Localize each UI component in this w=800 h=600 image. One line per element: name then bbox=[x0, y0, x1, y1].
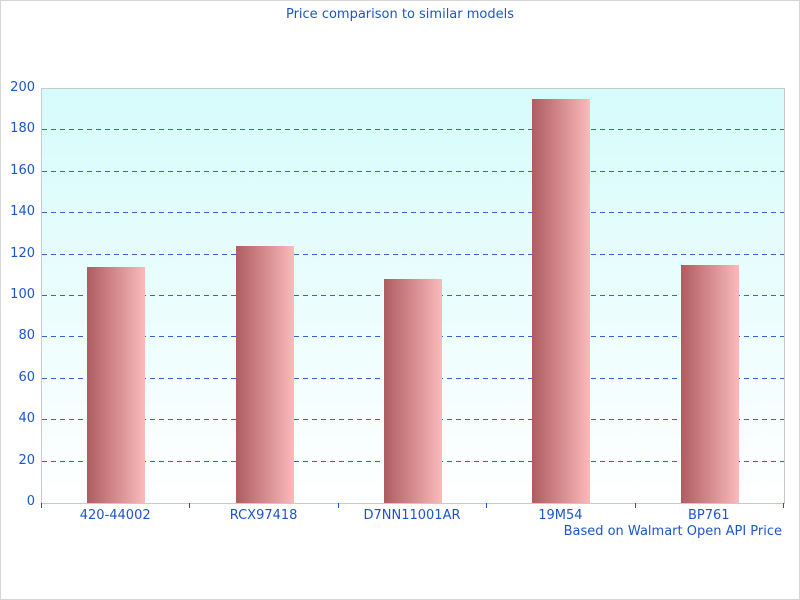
y-axis-label-120: 120 bbox=[10, 245, 35, 261]
x-axis-tick bbox=[634, 503, 636, 508]
y-axis-label-40: 40 bbox=[18, 411, 35, 427]
y-axis-label-60: 60 bbox=[18, 369, 35, 385]
y-axis-label-140: 140 bbox=[10, 204, 35, 220]
bar-D7NN11001AR bbox=[384, 279, 442, 503]
chart-title: Price comparison to similar models bbox=[285, 7, 515, 22]
x-axis-tick bbox=[486, 503, 488, 508]
y-axis-label-200: 200 bbox=[10, 80, 35, 95]
gridline-y-180 bbox=[42, 129, 784, 131]
x-axis-tick bbox=[41, 503, 42, 508]
y-axis-label-100: 100 bbox=[10, 287, 35, 302]
y-axis-label-0: 0 bbox=[26, 494, 35, 509]
chart-footer-note: Based on Walmart Open API Price bbox=[563, 524, 782, 539]
gridline-y-120 bbox=[42, 253, 784, 255]
y-axis-label-20: 20 bbox=[18, 452, 35, 468]
y-axis-label-160: 160 bbox=[10, 162, 35, 178]
x-axis-tick bbox=[783, 503, 784, 508]
x-axis-tick bbox=[337, 503, 339, 508]
gridline-y-140 bbox=[42, 212, 784, 214]
bar-19M54 bbox=[532, 99, 591, 503]
bar-RCX97418 bbox=[235, 246, 294, 503]
y-axis-label-180: 180 bbox=[10, 121, 35, 137]
plot-area bbox=[41, 88, 785, 508]
x-axis-label-19M54: 19M54 bbox=[538, 508, 583, 523]
x-axis-label-RCX97418: RCX97418 bbox=[229, 508, 298, 523]
x-axis-label-BP761: BP761 bbox=[688, 508, 730, 523]
bar-BP761 bbox=[680, 264, 739, 503]
x-axis-tick bbox=[189, 503, 191, 508]
bar-420-44002 bbox=[87, 267, 146, 503]
gridline-y-160 bbox=[42, 170, 784, 172]
y-axis-label-80: 80 bbox=[18, 328, 35, 344]
x-axis-label-D7NN11001AR: D7NN11001AR bbox=[363, 508, 461, 523]
x-axis-label-420-44002: 420-44002 bbox=[79, 508, 151, 523]
